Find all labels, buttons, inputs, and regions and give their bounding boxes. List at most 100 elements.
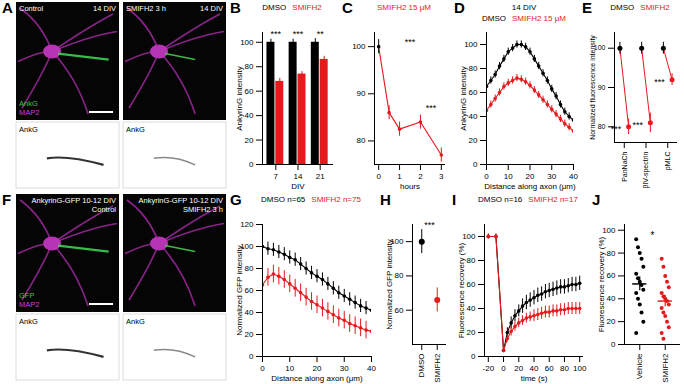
- svg-text:100: 100: [602, 226, 616, 235]
- svg-text:Normalized fluorescence intens: Normalized fluorescence intensity: [589, 35, 597, 140]
- svg-text:***: ***: [271, 29, 282, 39]
- svg-text:100: 100: [240, 38, 254, 47]
- svg-text:***: ***: [611, 124, 622, 134]
- svg-text:AnkyrinG-GFP 10-12 DIV: AnkyrinG-GFP 10-12 DIV: [32, 196, 116, 205]
- svg-text:0: 0: [501, 364, 506, 373]
- svg-text:0: 0: [249, 352, 254, 361]
- svg-text:AnkyrinG intensity: AnkyrinG intensity: [235, 66, 244, 130]
- svg-text:80: 80: [395, 271, 404, 280]
- svg-text:Fluorescence recovery (%): Fluorescence recovery (%): [457, 242, 466, 338]
- svg-text:40: 40: [607, 294, 616, 303]
- svg-text:80: 80: [560, 364, 569, 373]
- svg-text:80: 80: [245, 62, 254, 71]
- svg-text:0: 0: [249, 160, 254, 169]
- svg-text:30: 30: [547, 172, 556, 181]
- svg-text:SMIFH2 3 h: SMIFH2 3 h: [183, 205, 223, 214]
- svg-text:40: 40: [467, 304, 476, 313]
- svg-text:60: 60: [245, 87, 254, 96]
- svg-text:40: 40: [569, 172, 578, 181]
- svg-text:100: 100: [462, 232, 476, 241]
- svg-text:*: *: [651, 230, 655, 241]
- svg-text:90: 90: [598, 84, 606, 91]
- svg-text:60: 60: [467, 280, 476, 289]
- svg-text:Distance along axon (μm): Distance along axon (μm): [484, 182, 576, 191]
- svg-text:0: 0: [473, 160, 478, 169]
- svg-text:Normalized GFP intensity: Normalized GFP intensity: [235, 245, 244, 336]
- svg-text:Vehicle: Vehicle: [635, 353, 644, 379]
- svg-text:1: 1: [397, 172, 402, 181]
- svg-text:pMLC: pMLC: [664, 152, 672, 171]
- svg-text:20: 20: [526, 172, 535, 181]
- svg-text:SMIFH2: SMIFH2: [433, 353, 442, 383]
- svg-text:20: 20: [514, 364, 523, 373]
- svg-text:10: 10: [285, 364, 294, 373]
- svg-text:PanNaCh: PanNaCh: [621, 151, 628, 181]
- svg-text:120: 120: [240, 220, 254, 229]
- svg-text:AnkG: AnkG: [19, 99, 38, 108]
- svg-text:80: 80: [245, 264, 254, 273]
- svg-text:20: 20: [313, 364, 322, 373]
- svg-text:7: 7: [274, 172, 279, 181]
- svg-text:14 DIV: 14 DIV: [200, 4, 223, 13]
- svg-text:80: 80: [357, 136, 366, 145]
- svg-text:3: 3: [439, 172, 444, 181]
- svg-text:Normalized GFP intensity: Normalized GFP intensity: [385, 239, 394, 330]
- svg-text:0: 0: [611, 340, 616, 349]
- svg-text:hours: hours: [400, 182, 420, 191]
- svg-text:AnkG: AnkG: [19, 317, 38, 326]
- svg-text:40: 40: [245, 308, 254, 317]
- svg-text:Distance along axon (μm): Distance along axon (μm): [271, 374, 363, 383]
- svg-text:14: 14: [294, 172, 303, 181]
- svg-text:20: 20: [245, 136, 254, 145]
- svg-text:time (s): time (s): [521, 374, 548, 383]
- svg-text:***: ***: [424, 220, 435, 230]
- svg-text:AnkG: AnkG: [126, 125, 145, 134]
- svg-text:100: 100: [352, 42, 366, 51]
- svg-text:AnkyrinG intensity: AnkyrinG intensity: [459, 66, 468, 130]
- svg-text:40: 40: [245, 111, 254, 120]
- svg-text:10: 10: [504, 172, 513, 181]
- svg-text:40: 40: [530, 364, 539, 373]
- svg-text:0: 0: [471, 352, 476, 361]
- svg-text:100: 100: [573, 364, 587, 373]
- svg-text:90: 90: [357, 89, 366, 98]
- svg-text:21: 21: [316, 172, 325, 181]
- svg-text:AnkG: AnkG: [126, 317, 145, 326]
- svg-text:60: 60: [545, 364, 554, 373]
- svg-text:***: ***: [293, 29, 304, 39]
- svg-text:0: 0: [484, 172, 489, 181]
- svg-text:***: ***: [632, 120, 643, 130]
- svg-text:***: ***: [654, 77, 665, 87]
- svg-text:0: 0: [376, 172, 381, 181]
- svg-text:80: 80: [469, 64, 478, 73]
- svg-text:30: 30: [340, 364, 349, 373]
- svg-text:***: ***: [405, 37, 416, 47]
- svg-text:40: 40: [367, 364, 376, 373]
- svg-text:-20: -20: [483, 364, 495, 373]
- svg-text:MAP2: MAP2: [19, 108, 39, 117]
- svg-text:100: 100: [464, 40, 478, 49]
- svg-text:60: 60: [245, 286, 254, 295]
- svg-text:80: 80: [467, 256, 476, 265]
- svg-text:**: **: [317, 28, 325, 38]
- svg-text:Control: Control: [19, 4, 44, 13]
- svg-text:***: ***: [426, 103, 437, 113]
- svg-text:40: 40: [469, 112, 478, 121]
- svg-text:20: 20: [245, 330, 254, 339]
- svg-text:MAP2: MAP2: [19, 300, 39, 309]
- svg-text:DMSO: DMSO: [417, 354, 426, 378]
- svg-text:SMIFH2: SMIFH2: [661, 353, 670, 383]
- svg-text:60: 60: [607, 271, 616, 280]
- svg-text:SMIFH2 3 h: SMIFH2 3 h: [126, 4, 166, 13]
- svg-text:AnkG: AnkG: [19, 125, 38, 134]
- svg-text:80: 80: [607, 249, 616, 258]
- svg-text:80: 80: [598, 123, 606, 130]
- svg-text:20: 20: [467, 328, 476, 337]
- svg-text:60: 60: [395, 306, 404, 315]
- svg-text:Fluorescence recovery (%): Fluorescence recovery (%): [597, 236, 606, 332]
- svg-text:2: 2: [418, 172, 423, 181]
- svg-text:20: 20: [607, 317, 616, 326]
- svg-text:20: 20: [469, 136, 478, 145]
- svg-text:AnkyrinG-GFP 10-12 DIV: AnkyrinG-GFP 10-12 DIV: [139, 196, 223, 205]
- svg-text:14 DIV: 14 DIV: [93, 4, 116, 13]
